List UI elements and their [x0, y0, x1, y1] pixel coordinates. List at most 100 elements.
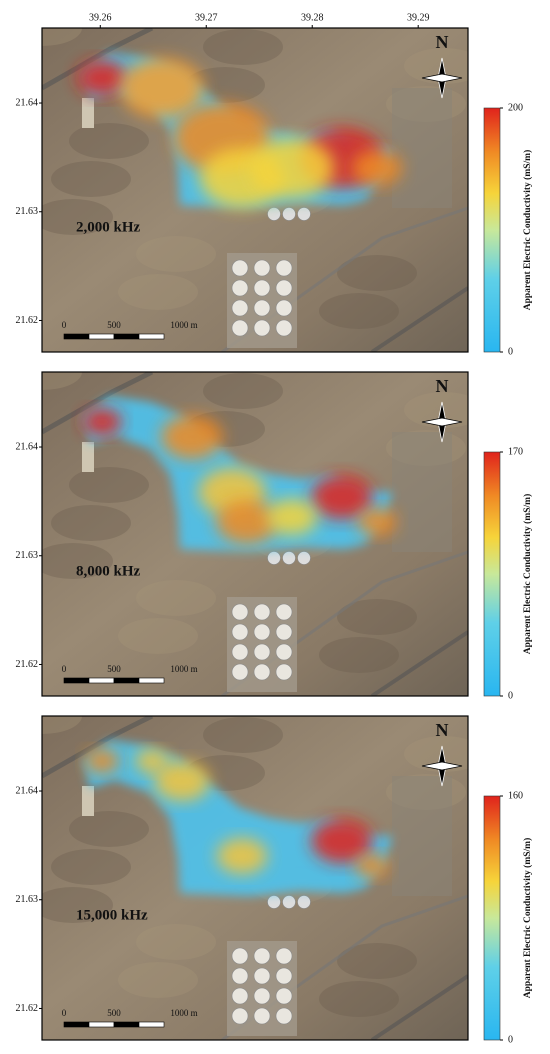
conductivity-high	[311, 819, 373, 863]
frequency-label: 2,000 kHz	[76, 219, 141, 235]
tank	[253, 1007, 271, 1025]
colorbar-title: Apparent Electric Conductivity (mS/m)	[522, 150, 533, 311]
scale-bar-label: 500	[107, 1008, 121, 1018]
scale-bar-label: 1000 m	[170, 320, 197, 330]
conductivity-high	[76, 60, 128, 96]
tank	[231, 299, 249, 317]
village	[392, 88, 452, 208]
north-arrow	[421, 745, 463, 787]
scale-bar-segment	[63, 1021, 90, 1028]
colorbar-tick-label: 200	[508, 102, 523, 113]
north-label: N	[436, 32, 449, 52]
building	[82, 98, 94, 128]
map-frame	[41, 371, 469, 697]
tank	[297, 895, 311, 909]
conductivity-high	[85, 749, 119, 773]
scale-bar-segment	[88, 1021, 115, 1028]
tank	[231, 603, 249, 621]
conductivity-high	[161, 415, 223, 459]
tank	[231, 987, 249, 1005]
tank	[267, 551, 281, 565]
colorbar-tick-label: 160	[508, 790, 523, 801]
tank	[231, 1007, 249, 1025]
y-tick-label: 21.62	[16, 659, 39, 670]
conductivity-high	[311, 475, 373, 519]
tank	[231, 279, 249, 297]
conductivity-high	[250, 138, 334, 198]
road	[370, 974, 468, 1040]
village	[392, 776, 452, 896]
tank	[275, 259, 293, 277]
colorbar	[483, 795, 501, 1041]
tank	[231, 319, 249, 337]
scale-bar-label: 500	[107, 664, 121, 674]
tank	[275, 663, 293, 681]
road	[42, 716, 154, 779]
tank	[253, 603, 271, 621]
scale-bar-segment	[63, 333, 90, 340]
scale-bar-segment	[63, 677, 90, 684]
colorbar-tick-label: 170	[508, 446, 523, 457]
conductivity-high	[154, 761, 210, 801]
tank	[275, 623, 293, 641]
north-label: N	[436, 376, 449, 396]
y-tick-label: 21.64	[16, 785, 39, 796]
tank	[297, 207, 311, 221]
colorbar-title: Apparent Electric Conductivity (mS/m)	[522, 494, 533, 655]
tank	[267, 207, 281, 221]
scale-bar-segment	[138, 1021, 165, 1028]
tank	[275, 279, 293, 297]
scale-bar-segment	[138, 333, 165, 340]
conductivity-high	[266, 499, 318, 535]
x-tick-label: 39.27	[195, 12, 218, 23]
scale-bar-segment	[88, 677, 115, 684]
tank	[275, 947, 293, 965]
north-arrow	[421, 57, 463, 99]
scale-bar-segment	[88, 333, 115, 340]
tank	[253, 279, 271, 297]
tank	[275, 967, 293, 985]
tank	[275, 643, 293, 661]
conductivity-high	[135, 749, 169, 773]
scale-bar-segment	[113, 333, 140, 340]
frequency-label: 15,000 kHz	[76, 907, 148, 923]
tank	[231, 663, 249, 681]
tank	[253, 643, 271, 661]
y-tick-label: 21.63	[16, 550, 39, 561]
tank	[253, 967, 271, 985]
tank	[282, 207, 296, 221]
tank	[231, 623, 249, 641]
tank	[253, 259, 271, 277]
conductivity-high	[216, 500, 278, 544]
tank	[282, 895, 296, 909]
tank	[275, 299, 293, 317]
tank	[275, 603, 293, 621]
y-tick-label: 21.62	[16, 1003, 39, 1014]
conductivity-high	[357, 508, 397, 536]
road	[42, 28, 154, 91]
road	[42, 372, 154, 435]
frequency-label: 8,000 kHz	[76, 563, 141, 579]
scale-bar-label: 1000 m	[170, 1008, 197, 1018]
scale-bar-label: 500	[107, 320, 121, 330]
tank	[275, 319, 293, 337]
map-frame	[41, 715, 469, 1041]
y-tick-label: 21.64	[16, 441, 39, 452]
village	[392, 432, 452, 552]
tank	[253, 623, 271, 641]
conductivity-high	[82, 408, 122, 436]
scale-bar-label: 0	[62, 1008, 67, 1018]
conductivity-high	[355, 854, 389, 878]
road	[370, 630, 468, 696]
road	[370, 286, 468, 352]
building	[82, 442, 94, 472]
x-tick-label: 39.28	[301, 12, 324, 23]
y-tick-label: 21.63	[16, 206, 39, 217]
tank	[231, 967, 249, 985]
y-tick-label: 21.62	[16, 315, 39, 326]
tank	[231, 259, 249, 277]
building	[82, 786, 94, 816]
tank	[253, 987, 271, 1005]
y-tick-label: 21.64	[16, 97, 39, 108]
